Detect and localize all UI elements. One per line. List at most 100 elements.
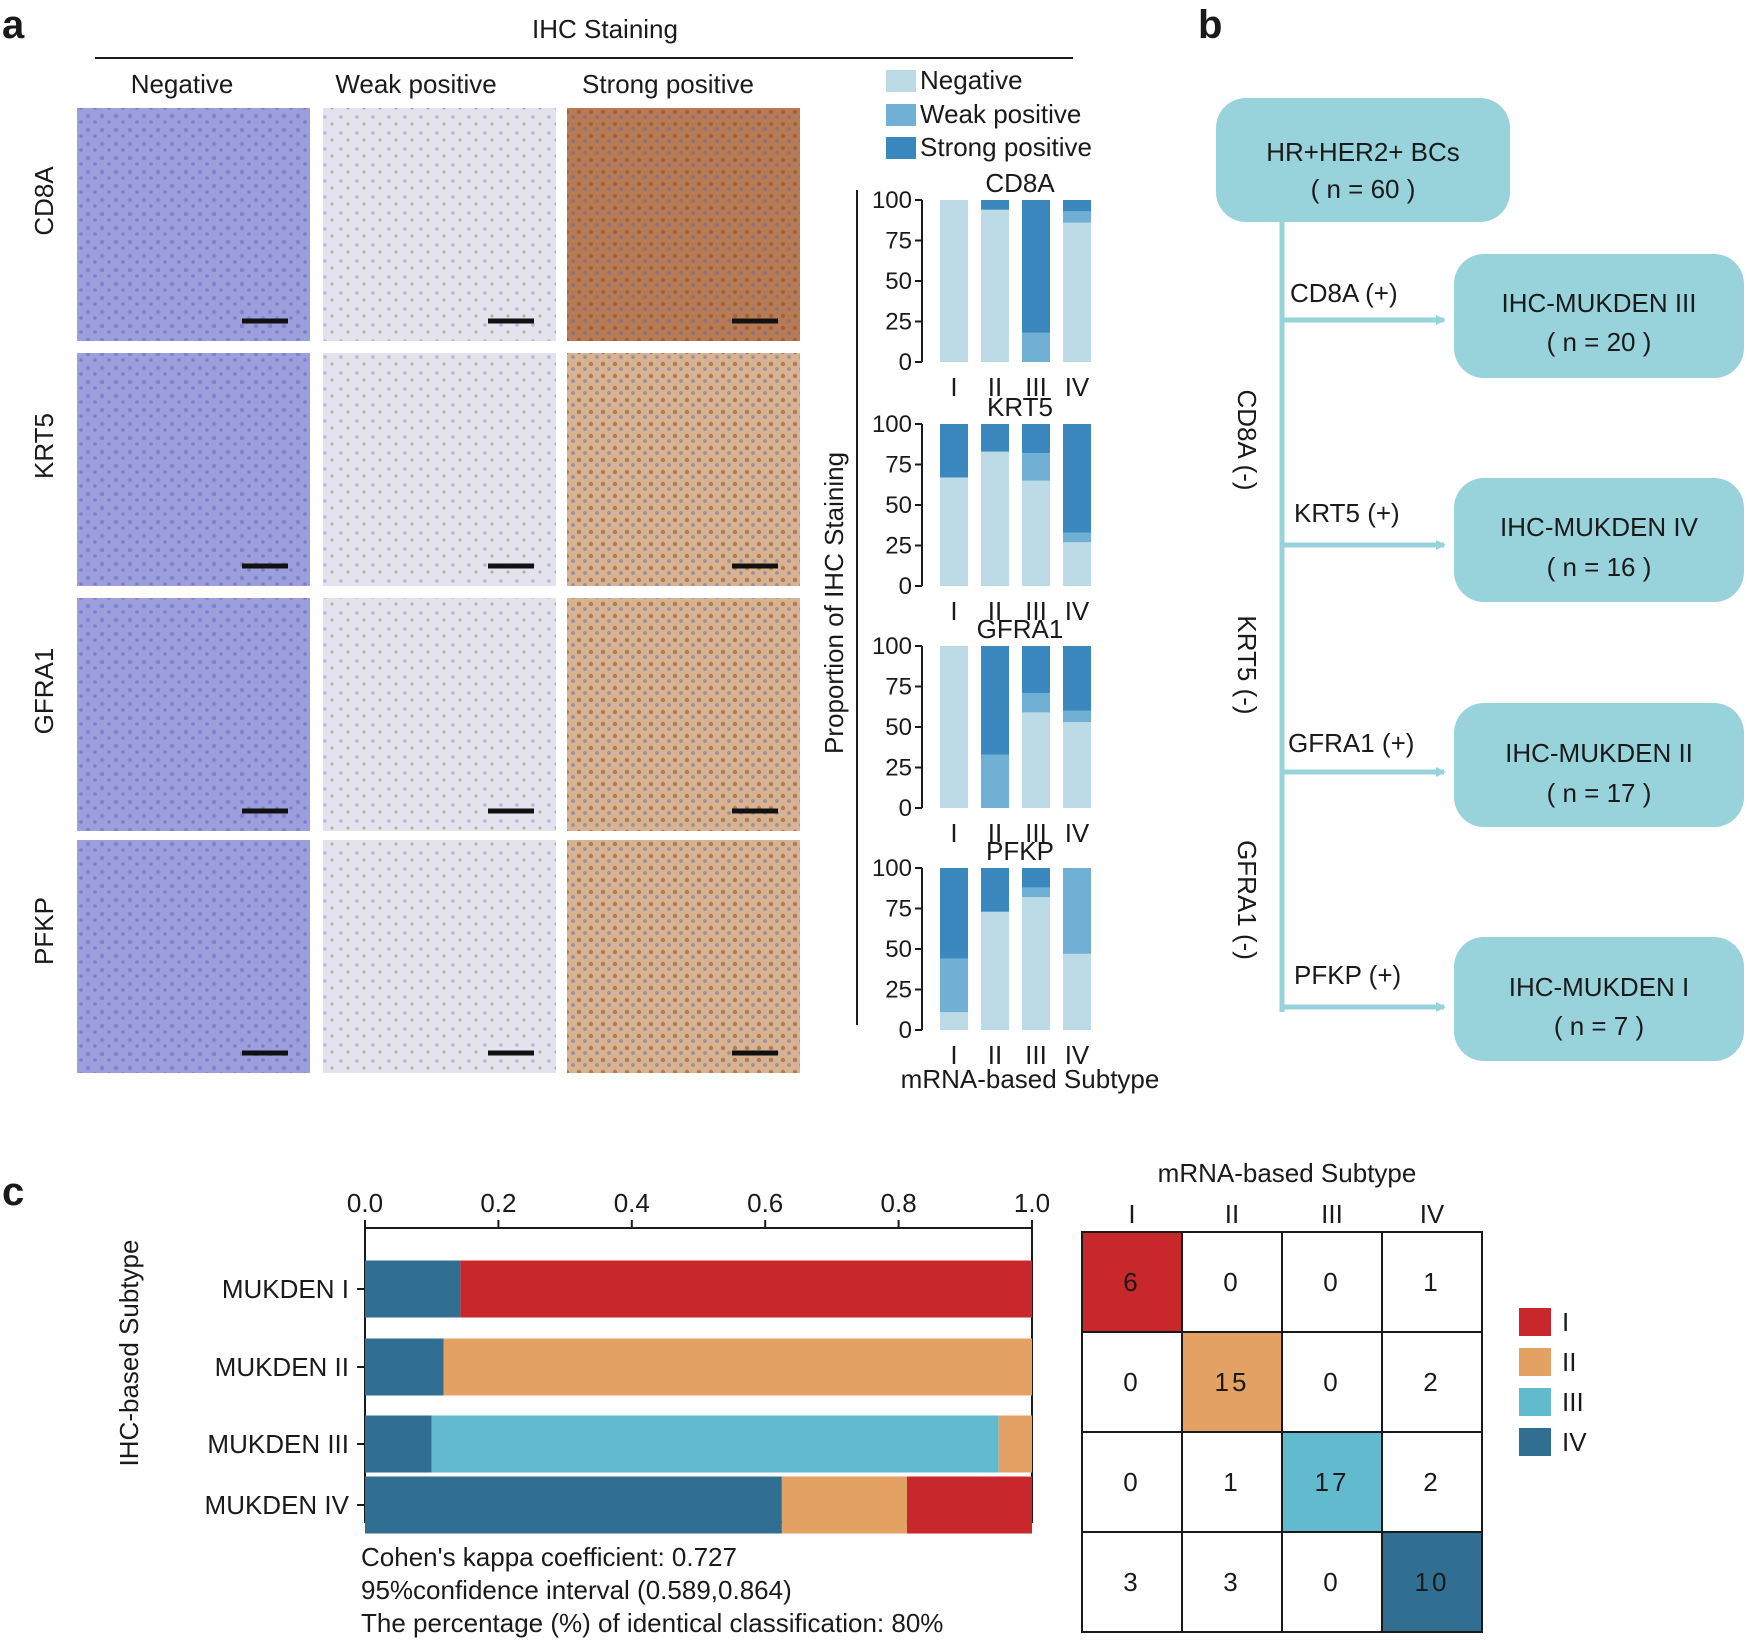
note-kappa: Cohen's kappa coefficient: 0.727 bbox=[361, 1542, 737, 1572]
result-box-mukden-iv bbox=[1454, 478, 1744, 602]
column-label-strong-positive: Strong positive bbox=[582, 69, 754, 99]
bar-pfkp-i-strong-positive bbox=[940, 868, 968, 959]
hbar-segment-mukden-iv-ii bbox=[781, 1476, 907, 1534]
hbar-category-label-mukden-iii: MUKDEN III bbox=[207, 1429, 349, 1459]
ytick-label-cd8a-75: 75 bbox=[885, 228, 912, 255]
root-n: ( n = 60 ) bbox=[1311, 174, 1416, 204]
row-label-gfra1: GFRA1 bbox=[29, 648, 59, 735]
bar-gfra1-iii-negative bbox=[1022, 712, 1050, 808]
bar-krt5-iv-strong-positive bbox=[1063, 424, 1091, 533]
heatmap-value-iv-ii: 3 bbox=[1223, 1567, 1240, 1597]
hbar-segment-mukden-ii-ii bbox=[443, 1338, 1032, 1396]
bar-gfra1-iii-weak-positive bbox=[1022, 692, 1050, 713]
note-identical-percentage: The percentage (%) of identical classifi… bbox=[361, 1608, 943, 1638]
xtick-label-cd8a-iii: III bbox=[1025, 372, 1047, 402]
ihc-staining-header: IHC Staining bbox=[532, 14, 678, 44]
ytick-label-gfra1-50: 50 bbox=[885, 714, 912, 741]
hbar-segment-mukden-iii-iv bbox=[365, 1415, 432, 1473]
row-label-pfkp: PFKP bbox=[29, 897, 59, 965]
ytick-label-pfkp-0: 0 bbox=[899, 1017, 912, 1044]
horizontal-stacked-bar-chart: 0.0 0.2 0.4 0.6 0.8 1.0 MUKDEN I MUKDEN II MUKDE… bbox=[205, 1188, 1050, 1534]
panel-letter-b: b bbox=[1198, 3, 1222, 47]
stacked-bars-xlabel: mRNA-based Subtype bbox=[901, 1064, 1160, 1094]
heatmap-col-label-iii: III bbox=[1321, 1199, 1343, 1229]
hbar-category-label-mukden-iv: MUKDEN IV bbox=[205, 1490, 350, 1520]
heatmap-value-i-i: 6 bbox=[1123, 1267, 1140, 1297]
micrograph-gfra1-negative-texture bbox=[77, 598, 310, 831]
bar-pfkp-ii-strong-positive bbox=[981, 868, 1009, 912]
heatmap-value-iv-iii: 0 bbox=[1323, 1567, 1340, 1597]
panel-letter-a: a bbox=[2, 3, 25, 47]
bar-krt5-iv-negative bbox=[1063, 542, 1091, 586]
micrograph-gfra1-strong-positive-texture bbox=[567, 598, 800, 831]
heatmap-cell-iv-ii bbox=[1181, 1531, 1283, 1633]
heatmap-legend-swatch-ii bbox=[1519, 1348, 1551, 1376]
micrograph-pfkp-negative-texture bbox=[77, 840, 310, 1073]
hbar-xtick-label-0-8: 0.8 bbox=[881, 1188, 917, 1218]
result-title-mukden-i: IHC-MUKDEN I bbox=[1509, 972, 1690, 1002]
ytick-label-gfra1-75: 75 bbox=[885, 674, 912, 701]
xtick-label-gfra1-i: I bbox=[950, 818, 957, 848]
xtick-label-gfra1-ii: II bbox=[988, 818, 1002, 848]
flowchart: HR+HER2+ BCs ( n = 60 ) CD8A (+) IHC-MUK… bbox=[1216, 98, 1744, 1061]
bar-krt5-i-strong-positive bbox=[940, 424, 968, 478]
micrograph-pfkp-weak-positive-texture bbox=[323, 840, 556, 1073]
subplot-title-gfra1: GFRA1 bbox=[977, 614, 1064, 644]
result-box-mukden-ii bbox=[1454, 703, 1744, 827]
heatmap-cell-ii-iii bbox=[1281, 1331, 1383, 1433]
xtick-label-gfra1-iii: III bbox=[1025, 818, 1047, 848]
branch-label-gfra1-neg: GFRA1 (-) bbox=[1232, 840, 1262, 960]
heatmap-col-label-iv: IV bbox=[1420, 1199, 1445, 1229]
hbar-segment-mukden-i-i bbox=[460, 1260, 1033, 1318]
ytick-label-gfra1-25: 25 bbox=[885, 755, 912, 782]
panel-letter-c: c bbox=[2, 1170, 24, 1214]
row-label-cd8a: CD8A bbox=[29, 166, 59, 236]
heatmap-cell-iii-iv bbox=[1381, 1431, 1483, 1533]
bar-cd8a-iv-strong-positive bbox=[1063, 200, 1091, 212]
row-label-krt5: KRT5 bbox=[29, 413, 59, 479]
xtick-label-pfkp-iv: IV bbox=[1065, 1040, 1090, 1070]
bar-gfra1-iv-weak-positive bbox=[1063, 710, 1091, 723]
subplot-title-krt5: KRT5 bbox=[987, 392, 1053, 422]
hbar-xtick-label-0-2: 0.2 bbox=[480, 1188, 516, 1218]
micrograph-krt5-strong-positive-texture bbox=[567, 353, 800, 586]
heatmap-value-i-ii: 0 bbox=[1223, 1267, 1240, 1297]
result-n-mukden-i: ( n = 7 ) bbox=[1554, 1011, 1644, 1041]
result-title-mukden-iv: IHC-MUKDEN IV bbox=[1500, 512, 1699, 542]
heatmap-value-i-iv: 1 bbox=[1423, 1267, 1440, 1297]
hbar-segment-mukden-iii-iii bbox=[431, 1415, 999, 1473]
heatmap-value-ii-i: 0 bbox=[1123, 1367, 1140, 1397]
bar-pfkp-i-weak-positive bbox=[940, 958, 968, 1013]
xtick-label-cd8a-iv: IV bbox=[1065, 372, 1090, 402]
ytick-label-krt5-75: 75 bbox=[885, 452, 912, 479]
bar-krt5-iii-weak-positive bbox=[1022, 453, 1050, 481]
bar-krt5-iii-strong-positive bbox=[1022, 424, 1050, 454]
legend-label-strong-positive: Strong positive bbox=[920, 132, 1092, 162]
ytick-label-cd8a-50: 50 bbox=[885, 268, 912, 295]
legend-swatch-weak-positive bbox=[886, 104, 916, 126]
branch-label-gfra1-pos: GFRA1 (+) bbox=[1288, 728, 1414, 758]
result-box-mukden-iii bbox=[1454, 254, 1744, 378]
hbar-category-label-mukden-i: MUKDEN I bbox=[222, 1274, 349, 1304]
bar-cd8a-ii-negative bbox=[981, 209, 1009, 362]
hbar-segment-mukden-ii-iv bbox=[365, 1338, 444, 1396]
heatmap-title: mRNA-based Subtype bbox=[1158, 1158, 1417, 1188]
micrograph-pfkp-strong-positive-texture bbox=[567, 840, 800, 1073]
hbar-xtick-label-1-0: 1.0 bbox=[1014, 1188, 1050, 1218]
bar-gfra1-iv-strong-positive bbox=[1063, 646, 1091, 711]
ytick-label-krt5-50: 50 bbox=[885, 492, 912, 519]
root-title: HR+HER2+ BCs bbox=[1266, 137, 1460, 167]
ihc-legend: Negative Weak positive Strong positive bbox=[886, 65, 1092, 162]
result-n-mukden-iii: ( n = 20 ) bbox=[1547, 327, 1652, 357]
legend-swatch-strong-positive bbox=[886, 137, 916, 159]
xtick-label-krt5-iii: III bbox=[1025, 596, 1047, 626]
bar-gfra1-ii-strong-positive bbox=[981, 646, 1009, 755]
heatmap-cell-iv-iv bbox=[1381, 1531, 1483, 1633]
branch-label-krt5-pos: KRT5 (+) bbox=[1294, 498, 1400, 528]
stacked-bars-ylabel: Proportion of IHC Staining bbox=[819, 452, 849, 754]
legend-label-negative: Negative bbox=[920, 65, 1023, 95]
bar-cd8a-iv-negative bbox=[1063, 222, 1091, 362]
heatmap-value-iii-iv: 2 bbox=[1423, 1467, 1440, 1497]
ytick-label-krt5-0: 0 bbox=[899, 573, 912, 600]
